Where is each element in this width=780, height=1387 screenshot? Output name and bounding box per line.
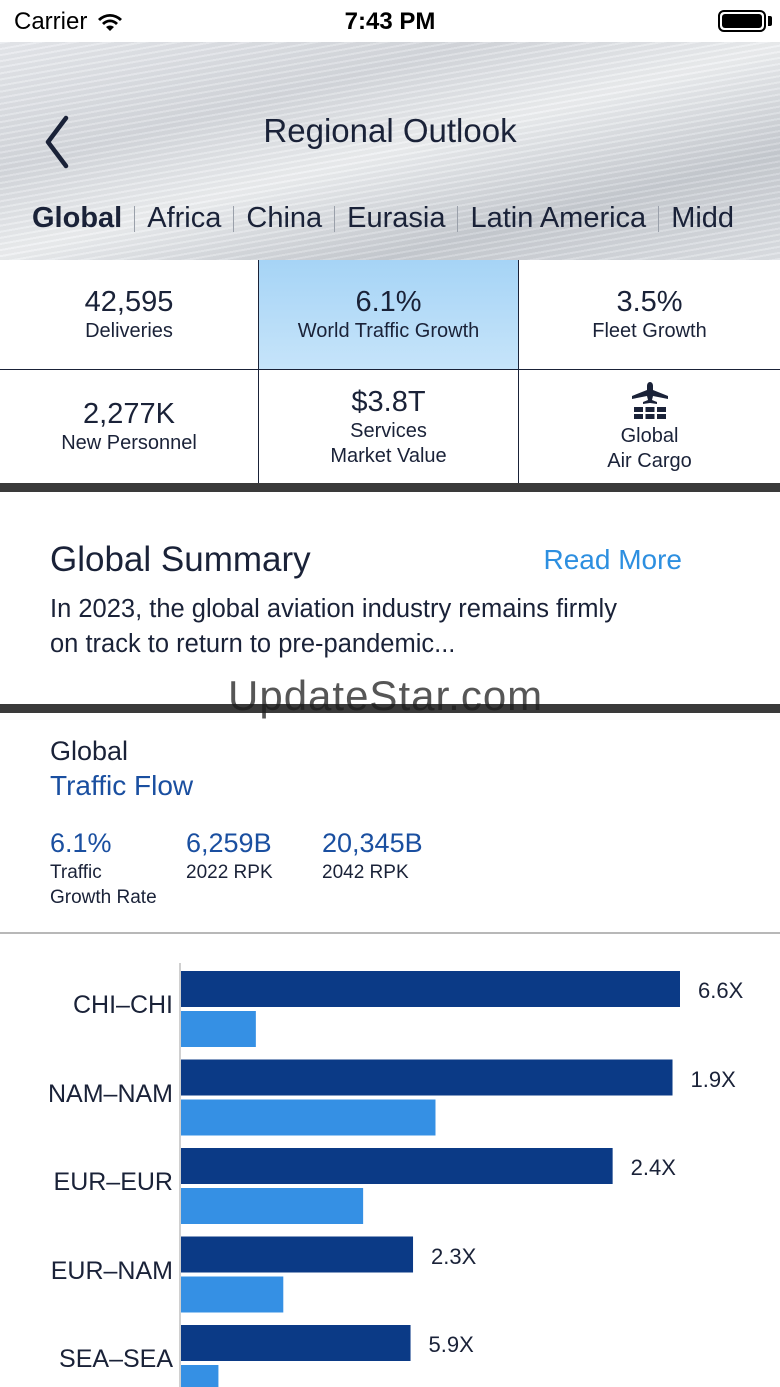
metric-value: 6.1% xyxy=(50,828,112,858)
stat-label: Fleet Growth xyxy=(592,320,707,342)
metric-label: 2022 RPK xyxy=(186,862,273,883)
growth-multiplier-label: 1.9X xyxy=(690,1066,736,1092)
metric-2042-rpk: 20,345B 2042 RPK xyxy=(322,826,423,885)
status-time: 7:43 PM xyxy=(344,8,436,35)
growth-multiplier-label: 5.9X xyxy=(428,1332,474,1357)
stat-label-line2: Market Value xyxy=(330,444,447,467)
summary-title: Global Summary xyxy=(50,540,311,579)
metric-label: 2042 RPK xyxy=(322,862,409,883)
summary-text-line: In 2023, the global aviation industry re… xyxy=(50,595,617,623)
stat-label: Deliveries xyxy=(85,320,173,342)
metric-label: Growth Rate xyxy=(50,887,157,908)
stat-label: New Personnel xyxy=(61,432,197,454)
wifi-icon xyxy=(98,14,123,31)
watermark: UpdateStar.com xyxy=(228,672,544,719)
metric-label: Traffic xyxy=(50,862,102,883)
metric-value: 20,345B xyxy=(322,828,423,858)
battery-icon xyxy=(718,10,766,32)
metric-value: 6,259B xyxy=(186,828,272,858)
bar-2022[interactable] xyxy=(181,1099,436,1136)
section-divider xyxy=(0,704,780,713)
stat-world-traffic-growth[interactable]: 6.1% World Traffic Growth xyxy=(259,260,519,370)
bar-2022[interactable] xyxy=(181,1011,256,1047)
tab-separator xyxy=(334,205,336,232)
metric-growth-rate: 6.1% Traffic Growth Rate xyxy=(50,826,157,910)
stat-label-line1: Services xyxy=(350,419,427,442)
chart-divider xyxy=(0,932,780,934)
chart-canvas xyxy=(179,963,680,1387)
traffic-flow-region: Global xyxy=(50,736,129,766)
tab-china[interactable]: China xyxy=(246,202,323,234)
stat-label-line2: Air Cargo xyxy=(607,449,692,472)
tab-africa[interactable]: Africa xyxy=(147,202,222,234)
bar-2042[interactable] xyxy=(181,1325,411,1361)
category-label: SEA–SEA xyxy=(59,1345,173,1373)
stat-fleet-growth[interactable]: 3.5% Fleet Growth xyxy=(519,260,780,370)
stats-grid: 42,595 Deliveries 6.1% World Traffic Gro… xyxy=(0,260,780,484)
category-label: CHI–CHI xyxy=(72,991,173,1019)
cargo-plane-icon xyxy=(631,381,668,419)
carrier-indicator: Carrier xyxy=(14,8,123,36)
tab-separator xyxy=(457,205,459,232)
traffic-flow-chart: CHI–CHI 6.6X NAM–NAM 1.9X EUR–EUR 2.4X EUR–NAM… xyxy=(0,933,780,1387)
growth-multiplier-label: 6.6X xyxy=(698,978,744,1003)
stat-new-personnel[interactable]: 2,277K New Personnel xyxy=(0,370,259,484)
stat-label-line1: Global xyxy=(620,424,679,447)
tab-separator xyxy=(134,205,136,232)
bar-2022[interactable] xyxy=(181,1276,284,1313)
category-label: EUR–NAM xyxy=(50,1256,173,1285)
read-more-link[interactable]: Read More xyxy=(543,544,682,575)
carrier-label: Carrier xyxy=(14,8,88,35)
bar-2042[interactable] xyxy=(181,971,680,1007)
status-bar: Carrier 7:43 PM xyxy=(0,0,780,42)
tab-global[interactable]: Global xyxy=(32,202,123,234)
summary-text-line: on track to return to pre-pandemic... xyxy=(50,630,456,658)
bar-2022[interactable] xyxy=(181,1188,364,1224)
traffic-flow-title: Traffic Flow xyxy=(50,770,194,801)
tab-middle-east[interactable]: Midd xyxy=(671,202,735,234)
header: Regional Outlook Global Africa China Eur… xyxy=(0,42,780,260)
stat-label: World Traffic Growth xyxy=(297,320,480,342)
bar-2042[interactable] xyxy=(181,1236,414,1273)
stat-deliveries[interactable]: 42,595 Deliveries xyxy=(0,260,259,370)
stat-services-market-value[interactable]: $3.8T Services Market Value xyxy=(259,370,519,484)
summary-text: In 2023, the global aviation industry re… xyxy=(50,592,730,662)
tab-eurasia[interactable]: Eurasia xyxy=(347,202,446,234)
section-divider xyxy=(0,483,780,492)
stat-value: 42,595 xyxy=(84,286,174,318)
stat-value: $3.8T xyxy=(351,385,426,418)
battery-cap xyxy=(768,16,772,26)
region-tabs: Global Africa China Eurasia Latin Americ… xyxy=(32,202,752,235)
stat-value: 2,277K xyxy=(83,398,175,430)
bar-2042[interactable] xyxy=(181,1059,673,1096)
bar-2042[interactable] xyxy=(181,1148,613,1184)
tab-separator xyxy=(233,205,235,232)
growth-multiplier-label: 2.4X xyxy=(630,1155,676,1180)
category-label: EUR–EUR xyxy=(53,1168,173,1196)
growth-multiplier-label: 2.3X xyxy=(431,1243,477,1269)
tab-separator xyxy=(658,205,660,232)
stat-value: 6.1% xyxy=(355,286,422,318)
tab-latin-america[interactable]: Latin America xyxy=(470,202,647,234)
page-title: Regional Outlook xyxy=(263,112,517,149)
stat-global-air-cargo[interactable]: Global Air Cargo xyxy=(519,370,780,484)
bar-2022[interactable] xyxy=(181,1365,219,1387)
back-chevron-icon[interactable] xyxy=(38,112,78,172)
category-label: NAM–NAM xyxy=(47,1079,173,1108)
stat-value: 3.5% xyxy=(616,286,683,318)
metric-2022-rpk: 6,259B 2022 RPK xyxy=(186,826,273,885)
